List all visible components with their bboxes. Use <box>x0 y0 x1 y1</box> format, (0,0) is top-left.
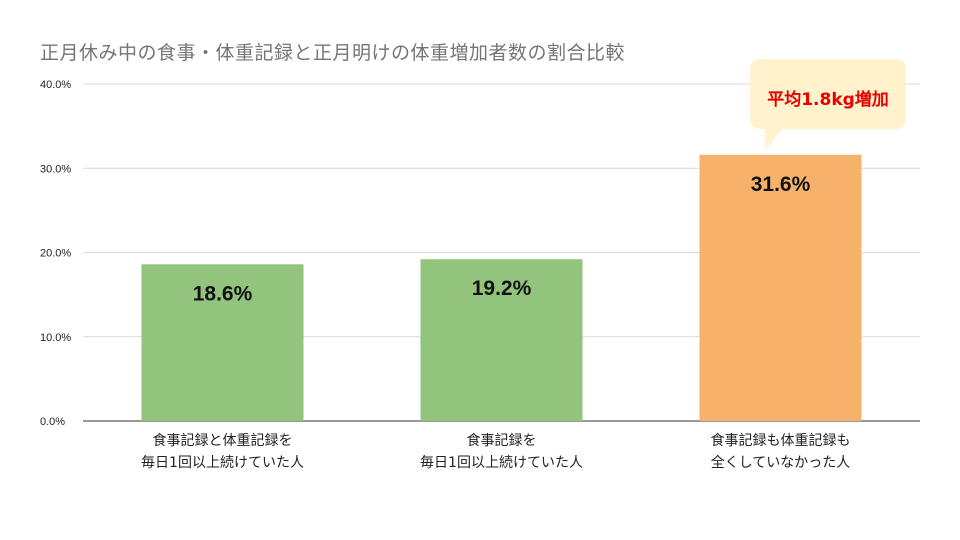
y-tick-label: 20.0% <box>40 248 71 260</box>
category-label-line: 毎日1回以上続けていた人 <box>420 455 583 471</box>
category-label-line: 食事記録も体重記録も <box>710 433 851 449</box>
bar <box>699 154 862 421</box>
category-label: 食事記録も体重記録も 全くしていなかった人 <box>666 430 896 474</box>
callout-bubble: 平均1.8kg増加 <box>750 59 906 129</box>
data-label: 31.6% <box>751 173 811 196</box>
data-label: 18.6% <box>193 282 253 305</box>
y-tick-label: 40.0% <box>40 79 71 91</box>
chart-title: 正月休み中の食事・体重記録と正月明けの体重増加者数の割合比較 <box>40 42 626 64</box>
y-tick-label: 0.0% <box>40 416 65 428</box>
callout-text: 平均1.8kg増加 <box>767 90 889 110</box>
category-label-line: 全くしていなかった人 <box>710 455 851 471</box>
category-label: 食事記録を毎日1回以上続けていた人 <box>387 430 617 474</box>
data-label: 19.2% <box>472 277 532 300</box>
bar <box>141 264 304 421</box>
category-label-line: 食事記録を <box>466 433 537 449</box>
category-label: 食事記録と体重記録を 毎日1回以上続けていた人 <box>108 430 338 474</box>
y-tick-label: 30.0% <box>40 163 71 175</box>
bar <box>420 259 583 421</box>
y-tick-label: 10.0% <box>40 332 71 344</box>
callout-tail <box>765 126 785 150</box>
category-label-line: 食事記録と体重記録を <box>152 433 293 449</box>
category-label-line: 毎日1回以上続けていた人 <box>141 455 304 471</box>
